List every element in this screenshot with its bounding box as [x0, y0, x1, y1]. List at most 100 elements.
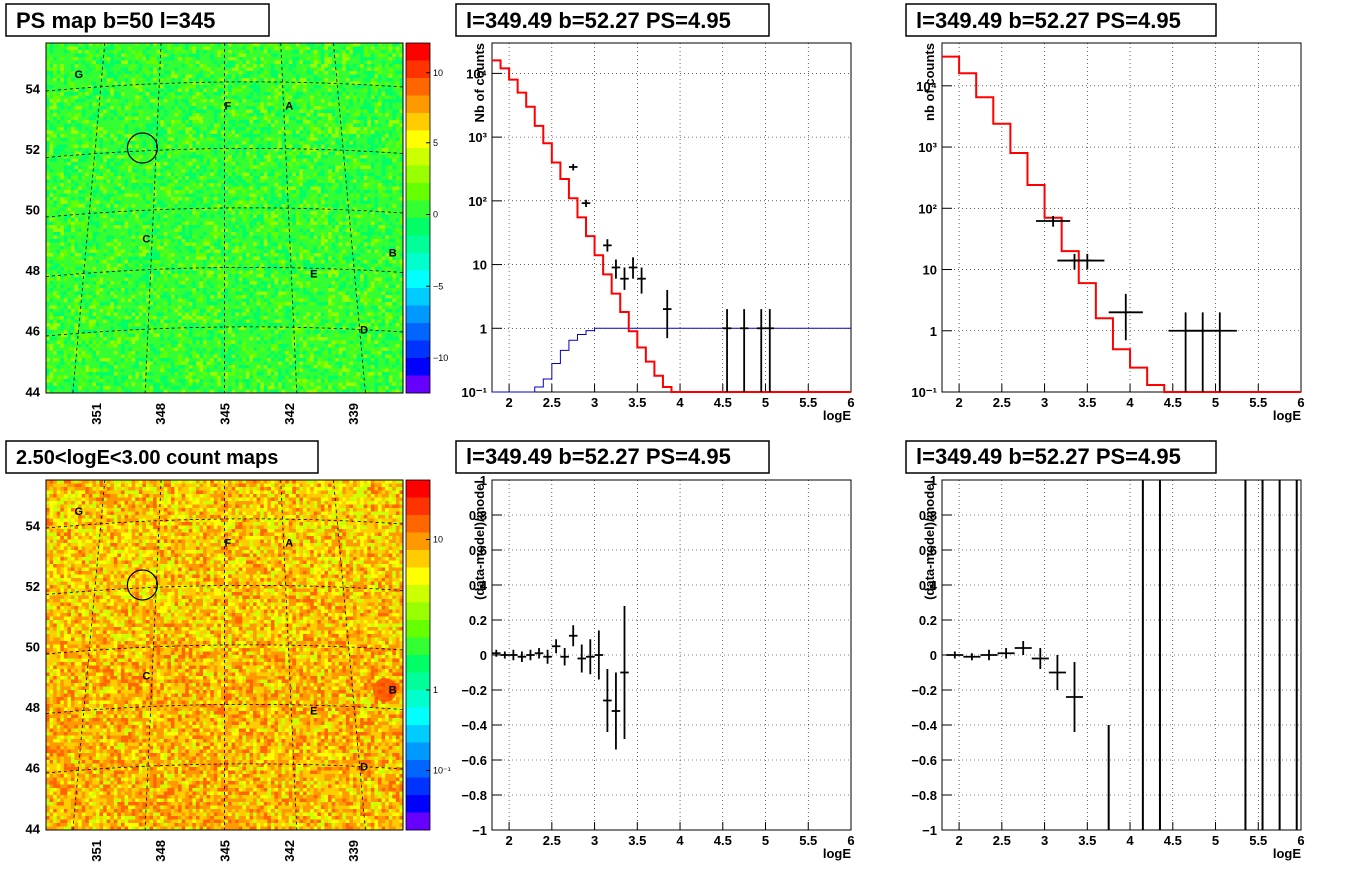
map-pixel [345, 130, 350, 135]
map-pixel [267, 116, 272, 121]
map-pixel [263, 172, 268, 177]
map-pixel [203, 85, 207, 89]
map-pixel [249, 102, 254, 107]
map-pixel [317, 134, 322, 138]
map-pixel [299, 155, 304, 159]
map-pixel [160, 204, 165, 208]
map-pixel [238, 116, 243, 121]
map-pixel [349, 137, 354, 142]
map-pixel [160, 130, 165, 135]
map-pixel [263, 134, 268, 138]
map-pixel [110, 211, 115, 215]
map-pixel [88, 64, 93, 68]
map-pixel [53, 50, 58, 54]
map-pixel [363, 190, 368, 194]
map-pixel [217, 193, 222, 198]
map-pixel [253, 130, 257, 135]
map-pixel [385, 186, 390, 191]
map-pixel [360, 109, 365, 114]
map-pixel [242, 67, 247, 72]
map-pixel [63, 123, 68, 128]
map-pixel [145, 151, 150, 156]
map-pixel [113, 120, 118, 124]
map-pixel [163, 50, 168, 54]
map-pixel [213, 71, 218, 75]
map-pixel [260, 197, 265, 201]
map-pixel [78, 158, 82, 163]
map-pixel [338, 88, 343, 93]
map-pixel [106, 141, 111, 145]
map-pixel [206, 78, 211, 82]
map-pixel [106, 109, 111, 114]
map-pixel [317, 137, 322, 142]
map-pixel [317, 92, 322, 96]
map-pixel [60, 64, 65, 68]
map-pixel [78, 165, 82, 170]
map-pixel [199, 204, 204, 208]
map-pixel [138, 176, 143, 180]
map-pixel [253, 204, 257, 208]
map-pixel [292, 102, 297, 107]
map-pixel [392, 197, 397, 201]
map-pixel [360, 179, 365, 184]
map-pixel [167, 53, 172, 58]
map-pixel [188, 74, 193, 79]
map-pixel [124, 74, 129, 79]
map-pixel [381, 158, 386, 163]
map-pixel [399, 81, 404, 86]
map-pixel [117, 92, 122, 96]
map-pixel [263, 169, 268, 173]
map-pixel [149, 123, 154, 128]
map-pixel [335, 211, 340, 215]
map-pixel [331, 151, 336, 156]
map-pixel [81, 141, 86, 145]
map-pixel [153, 85, 157, 89]
map-pixel [367, 200, 372, 205]
map-pixel [281, 183, 286, 187]
map-pixel [192, 151, 197, 156]
map-pixel [181, 106, 186, 110]
map-pixel [199, 109, 204, 114]
map-pixel [163, 169, 168, 173]
map-pixel [303, 43, 307, 47]
map-pixel [70, 88, 75, 93]
map-pixel [60, 74, 65, 79]
map-pixel [135, 141, 140, 145]
map-pixel [263, 151, 268, 156]
map-pixel [88, 134, 93, 138]
map-pixel [178, 165, 182, 170]
map-pixel [142, 151, 147, 156]
map-pixel [292, 120, 297, 124]
map-pixel [274, 211, 279, 215]
map-pixel [60, 211, 65, 215]
map-pixel [281, 92, 286, 96]
map-pixel [349, 204, 354, 208]
map-pixel [345, 204, 350, 208]
map-pixel [317, 211, 322, 215]
map-pixel [263, 109, 268, 114]
map-pixel [335, 99, 340, 103]
map-pixel [360, 92, 365, 96]
map-pixel [281, 204, 286, 208]
map-pixel [367, 130, 372, 135]
map-pixel [67, 148, 72, 152]
map-pixel [349, 130, 354, 135]
map-pixel [199, 207, 204, 212]
map-pixel [338, 99, 343, 103]
map-pixel [195, 183, 200, 187]
map-pixel [167, 64, 172, 68]
map-pixel [128, 67, 132, 72]
map-pixel [235, 60, 240, 65]
map-pixel [295, 102, 300, 107]
map-pixel [378, 88, 382, 93]
map-pixel [256, 130, 261, 135]
map-pixel [142, 214, 147, 219]
map-pixel [145, 85, 150, 89]
map-pixel [49, 60, 54, 65]
map-pixel [206, 144, 211, 149]
map-pixel [310, 116, 315, 121]
map-pixel [145, 116, 150, 121]
map-pixel [67, 92, 72, 96]
map-pixel [60, 123, 65, 128]
map-pixel [120, 137, 125, 142]
